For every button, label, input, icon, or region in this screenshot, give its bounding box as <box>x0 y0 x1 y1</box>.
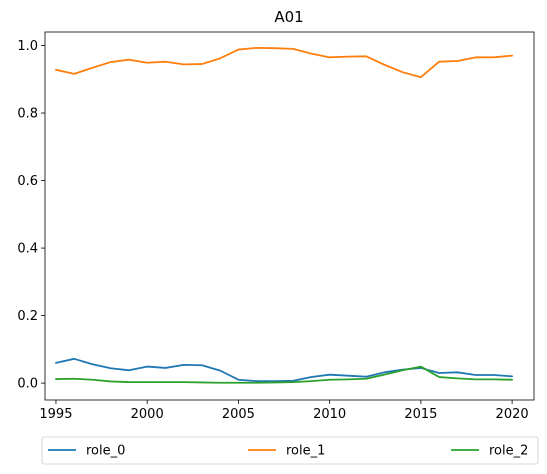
legend-label-role-0: role_0 <box>86 444 125 459</box>
chart-title: A01 <box>274 8 303 26</box>
series-line-role-2 <box>55 365 513 384</box>
x-tick-label: 1995 <box>39 407 72 422</box>
x-tick-label: 2000 <box>131 407 164 422</box>
x-tick-label: 2010 <box>313 407 346 422</box>
legend: role_0 role_1 role_2 <box>41 436 539 465</box>
series-layer <box>55 46 513 384</box>
legend-label-role-2: role_2 <box>489 444 528 459</box>
y-tick-label: 0.0 <box>17 377 38 392</box>
y-tick-label: 1.0 <box>17 39 38 54</box>
y-tick-label: 0.2 <box>17 309 38 324</box>
legend-frame <box>41 436 539 465</box>
x-tick-label: 2005 <box>222 407 255 422</box>
x-tick-label: 2020 <box>496 407 529 422</box>
y-tick-label: 0.4 <box>17 242 38 257</box>
x-tick-label: 2015 <box>404 407 437 422</box>
legend-label-role-1: role_1 <box>286 444 325 459</box>
plot-frame <box>44 31 535 401</box>
x-axis: 1995 2000 2005 2010 2015 2020 <box>39 400 529 422</box>
series-line-role-0 <box>55 357 513 382</box>
series-line-role-1 <box>55 46 513 79</box>
y-tick-label: 0.8 <box>17 107 38 122</box>
y-axis: 0.0 0.2 0.4 0.6 0.8 1.0 <box>17 39 45 392</box>
y-tick-label: 0.6 <box>17 174 38 189</box>
